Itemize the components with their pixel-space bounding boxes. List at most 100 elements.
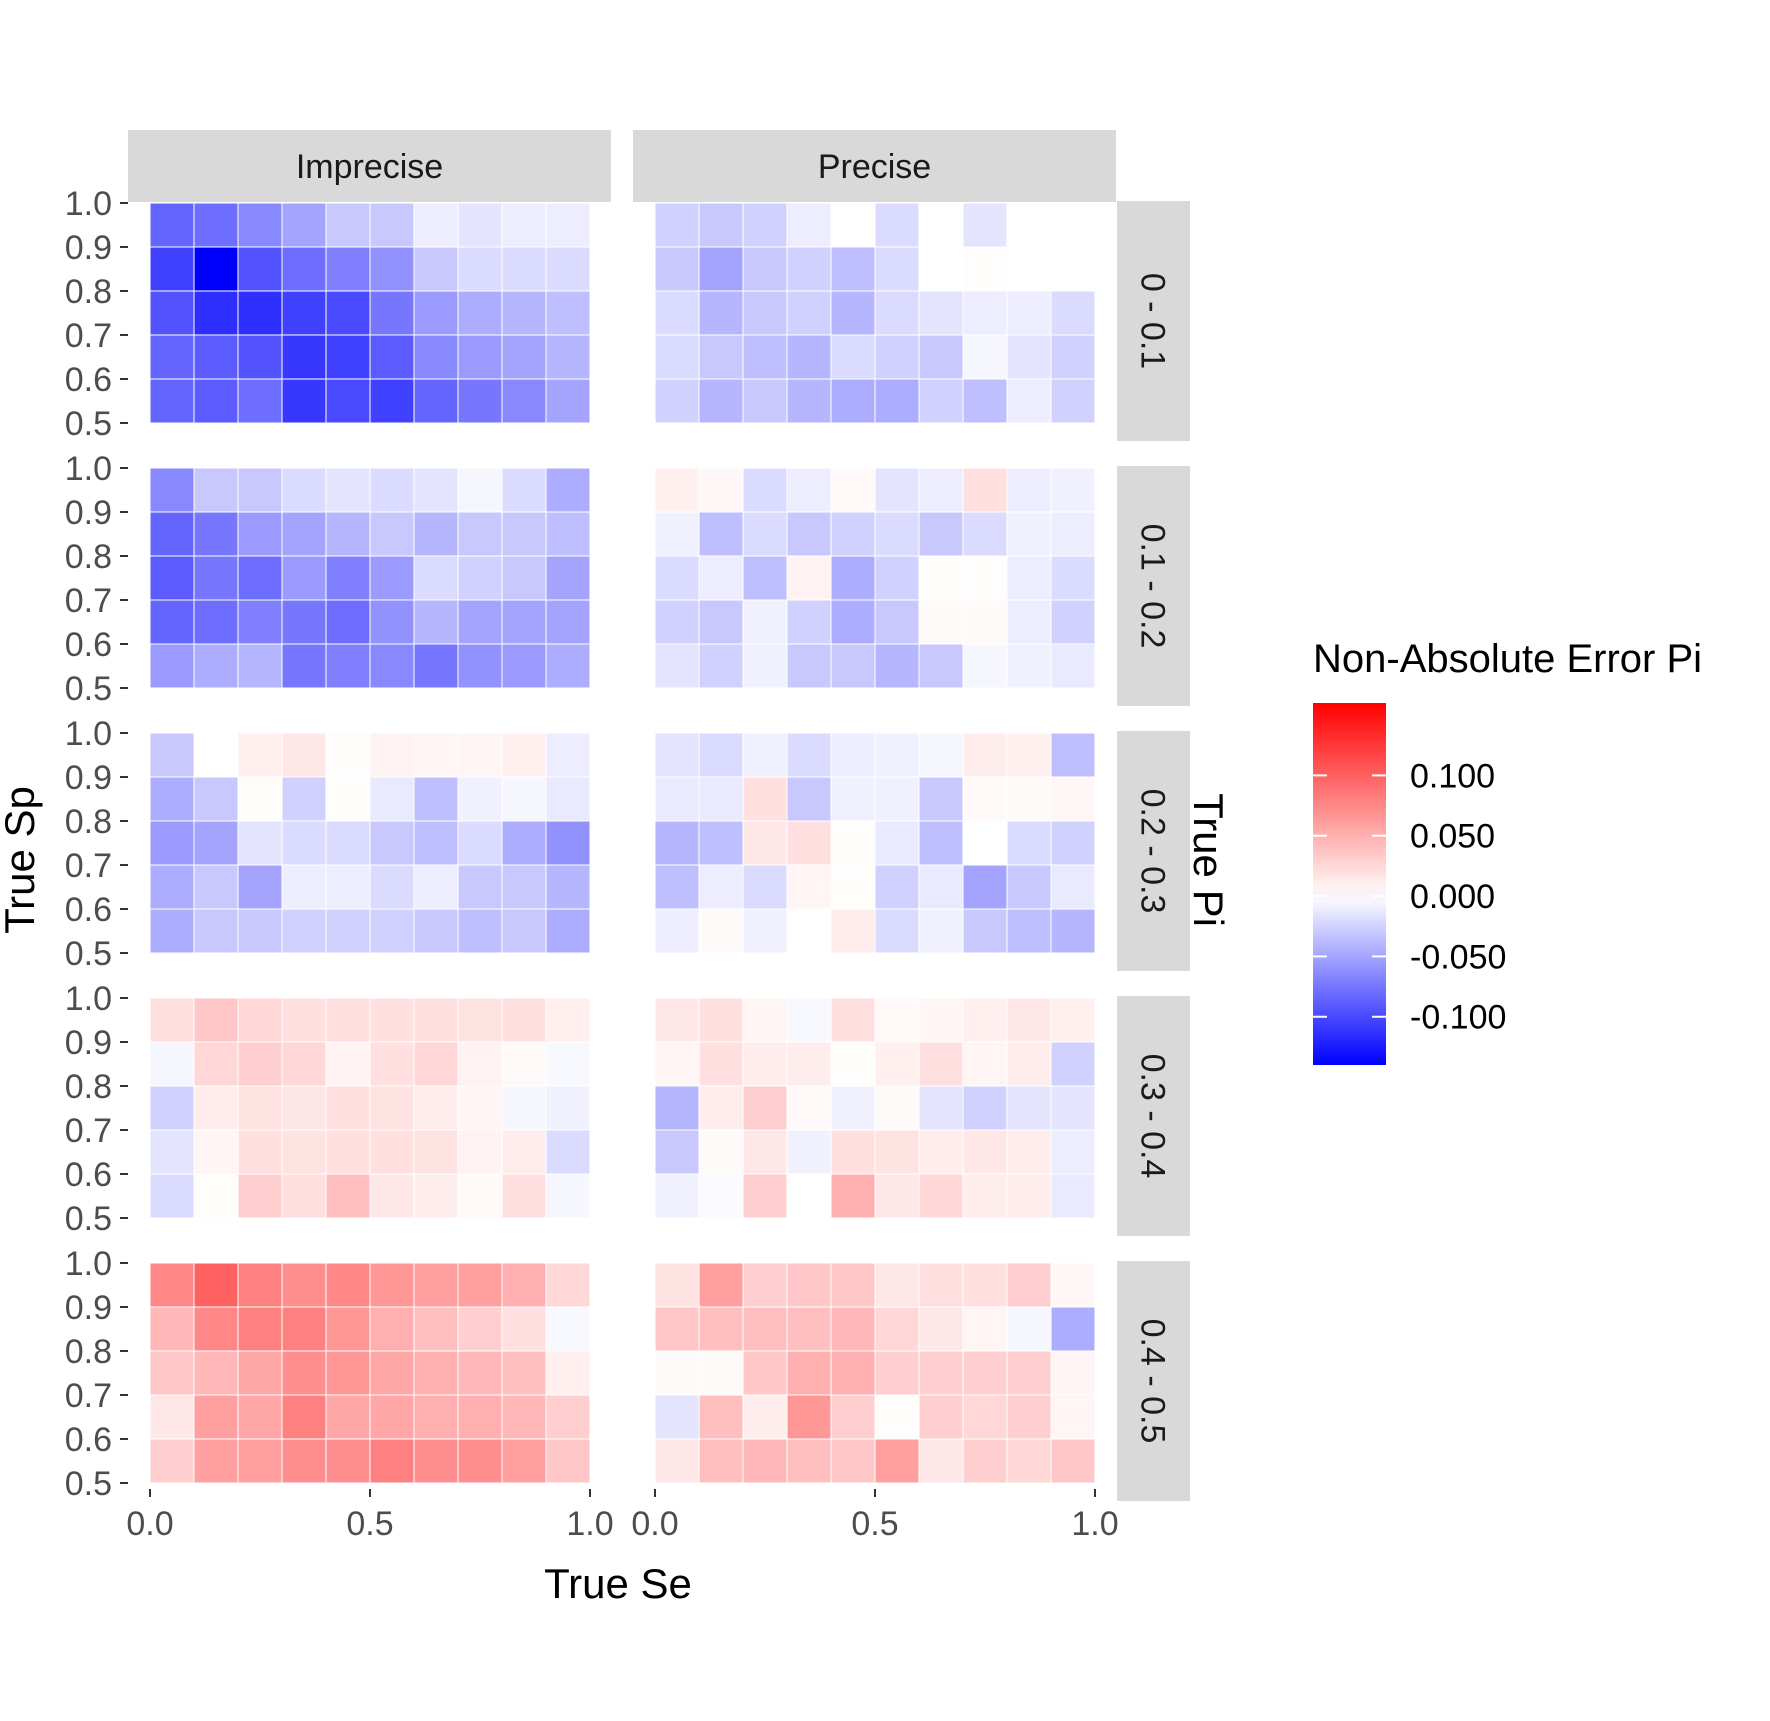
heatmap-tile — [1006, 820, 1052, 866]
heatmap-tile — [874, 1041, 920, 1087]
y-tick-label: 0.8 — [65, 273, 112, 311]
heatmap-tile — [654, 997, 700, 1043]
heatmap-tile — [501, 820, 547, 866]
heatmap-tile — [369, 997, 415, 1043]
heatmap-tile — [918, 776, 964, 822]
heatmap-tile — [698, 1394, 744, 1440]
heatmap-tile — [742, 776, 788, 822]
heatmap-tile — [369, 1438, 415, 1484]
heatmap-tile — [698, 1306, 744, 1352]
heatmap-tile — [742, 908, 788, 954]
heatmap-tile — [369, 1394, 415, 1440]
heatmap-tile — [545, 820, 591, 866]
heatmap-tile — [501, 599, 547, 645]
heatmap-tile — [413, 334, 459, 380]
heatmap-tile — [786, 1262, 832, 1308]
heatmap-tile — [830, 1438, 876, 1484]
heatmap-tile — [1050, 732, 1096, 778]
heatmap-panel — [654, 202, 1096, 424]
x-tick-label: 0.0 — [631, 1505, 678, 1543]
heatmap-tile — [962, 1173, 1008, 1219]
heatmap-tile — [325, 246, 371, 292]
heatmap-tile — [281, 599, 327, 645]
heatmap-tile — [457, 908, 503, 954]
y-tick-label: 0.6 — [65, 626, 112, 664]
heatmap-tile — [962, 1262, 1008, 1308]
heatmap-tile — [193, 1394, 239, 1440]
heatmap-tile — [1006, 908, 1052, 954]
heatmap-tile — [149, 820, 195, 866]
y-axes: 0.5 0.6 0.7 0.8 0.9 1.0 0.5 0.6 0.7 0.8 0.9 1.0 0.5 0… — [65, 185, 128, 1503]
facet-strip-bg — [633, 130, 1116, 202]
heatmap-tile — [369, 555, 415, 601]
heatmap-tile — [1050, 997, 1096, 1043]
heatmap-tile — [874, 202, 920, 248]
heatmap-tile — [962, 334, 1008, 380]
heatmap-tile — [698, 1085, 744, 1131]
heatmap-tile — [742, 820, 788, 866]
heatmap-tile — [962, 378, 1008, 424]
heatmap-tile — [918, 1085, 964, 1131]
heatmap-tile — [237, 1394, 283, 1440]
heatmap-tile — [962, 202, 1008, 248]
heatmap-tile — [369, 1173, 415, 1219]
heatmap-tile — [874, 1438, 920, 1484]
y-tick-label: 0.5 — [65, 1465, 112, 1503]
heatmap-tile — [786, 1350, 832, 1396]
heatmap-tile — [325, 643, 371, 689]
x-axis-title: True Se — [544, 1560, 692, 1607]
heatmap-tile — [1006, 599, 1052, 645]
heatmap-tile — [698, 732, 744, 778]
heatmap-tile — [742, 378, 788, 424]
heatmap-tile — [413, 467, 459, 513]
heatmap-tile — [698, 290, 744, 336]
heatmap-tile — [874, 732, 920, 778]
heatmap-tile — [193, 1438, 239, 1484]
heatmap-tile — [457, 643, 503, 689]
heatmap-tile — [698, 908, 744, 954]
y-tick-label: 1.0 — [65, 450, 112, 488]
heatmap-tile — [457, 290, 503, 336]
heatmap-tile — [874, 290, 920, 336]
y-tick-label: 0.5 — [65, 405, 112, 443]
heatmap-tile — [281, 334, 327, 380]
heatmap-tile — [237, 997, 283, 1043]
heatmap-tile — [369, 511, 415, 557]
heatmap-tile — [742, 1173, 788, 1219]
heatmap-tile — [325, 511, 371, 557]
heatmap-tile — [698, 246, 744, 292]
heatmap-tile — [1050, 1041, 1096, 1087]
facet-row-strip-label: 0.1 - 0.2 — [1134, 524, 1172, 649]
heatmap-tile — [545, 246, 591, 292]
heatmap-tile — [545, 864, 591, 910]
heatmap-tile — [457, 467, 503, 513]
heatmap-tile — [457, 997, 503, 1043]
heatmap-tile — [237, 908, 283, 954]
heatmap-tile — [830, 290, 876, 336]
heatmap-tile — [149, 643, 195, 689]
heatmap-tile — [874, 1350, 920, 1396]
heatmap-tile — [237, 643, 283, 689]
heatmap-tile — [193, 202, 239, 248]
heatmap-tile — [237, 1438, 283, 1484]
heatmap-tile — [1050, 643, 1096, 689]
heatmap-tile — [654, 1085, 700, 1131]
heatmap-panel — [149, 202, 591, 424]
heatmap-tile — [874, 1306, 920, 1352]
heatmap-tile — [786, 378, 832, 424]
heatmap-tile — [698, 202, 744, 248]
heatmap-tile — [149, 776, 195, 822]
legend-colorbar — [1313, 703, 1386, 1065]
heatmap-tile — [325, 1394, 371, 1440]
heatmap-tile — [369, 1350, 415, 1396]
facet-strip-bg — [128, 130, 611, 202]
facet-strip-label: Imprecise — [296, 148, 443, 186]
heatmap-tile — [698, 378, 744, 424]
heatmap-tile — [413, 1350, 459, 1396]
heatmap-tile — [918, 820, 964, 866]
heatmap-tile — [962, 1085, 1008, 1131]
heatmap-tile — [193, 511, 239, 557]
heatmap-tile — [369, 820, 415, 866]
heatmap-tile — [501, 776, 547, 822]
heatmap-tile — [698, 1173, 744, 1219]
